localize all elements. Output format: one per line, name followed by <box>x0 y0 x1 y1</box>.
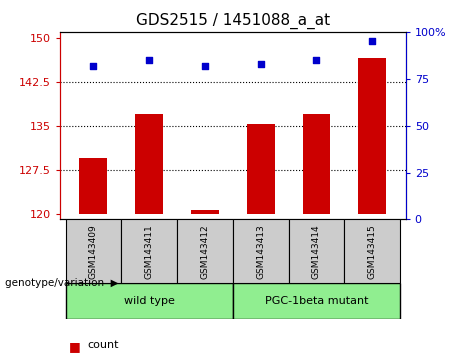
Text: GSM143411: GSM143411 <box>145 224 154 279</box>
FancyBboxPatch shape <box>65 219 121 283</box>
Text: PGC-1beta mutant: PGC-1beta mutant <box>265 296 368 306</box>
Text: genotype/variation  ▶: genotype/variation ▶ <box>5 278 118 288</box>
Bar <box>247 125 275 213</box>
FancyBboxPatch shape <box>177 219 233 283</box>
Text: ■: ■ <box>69 340 81 353</box>
Text: GSM143413: GSM143413 <box>256 224 265 279</box>
Bar <box>302 114 331 213</box>
Text: wild type: wild type <box>124 296 175 306</box>
Point <box>146 57 153 63</box>
Text: GSM143414: GSM143414 <box>312 224 321 279</box>
Point <box>90 63 97 68</box>
Text: GSM143415: GSM143415 <box>368 224 377 279</box>
FancyBboxPatch shape <box>344 219 400 283</box>
Bar <box>191 210 219 213</box>
Text: count: count <box>88 340 119 350</box>
FancyBboxPatch shape <box>121 219 177 283</box>
Bar <box>358 58 386 213</box>
FancyBboxPatch shape <box>233 219 289 283</box>
Text: GSM143412: GSM143412 <box>201 224 209 279</box>
FancyBboxPatch shape <box>233 283 400 319</box>
Point <box>313 57 320 63</box>
Title: GDS2515 / 1451088_a_at: GDS2515 / 1451088_a_at <box>136 13 330 29</box>
Point <box>257 61 264 67</box>
FancyBboxPatch shape <box>65 283 233 319</box>
FancyBboxPatch shape <box>289 219 344 283</box>
Bar <box>135 114 163 213</box>
Point <box>201 63 209 68</box>
Text: GSM143409: GSM143409 <box>89 224 98 279</box>
Point <box>368 39 376 44</box>
Bar <box>79 158 107 213</box>
